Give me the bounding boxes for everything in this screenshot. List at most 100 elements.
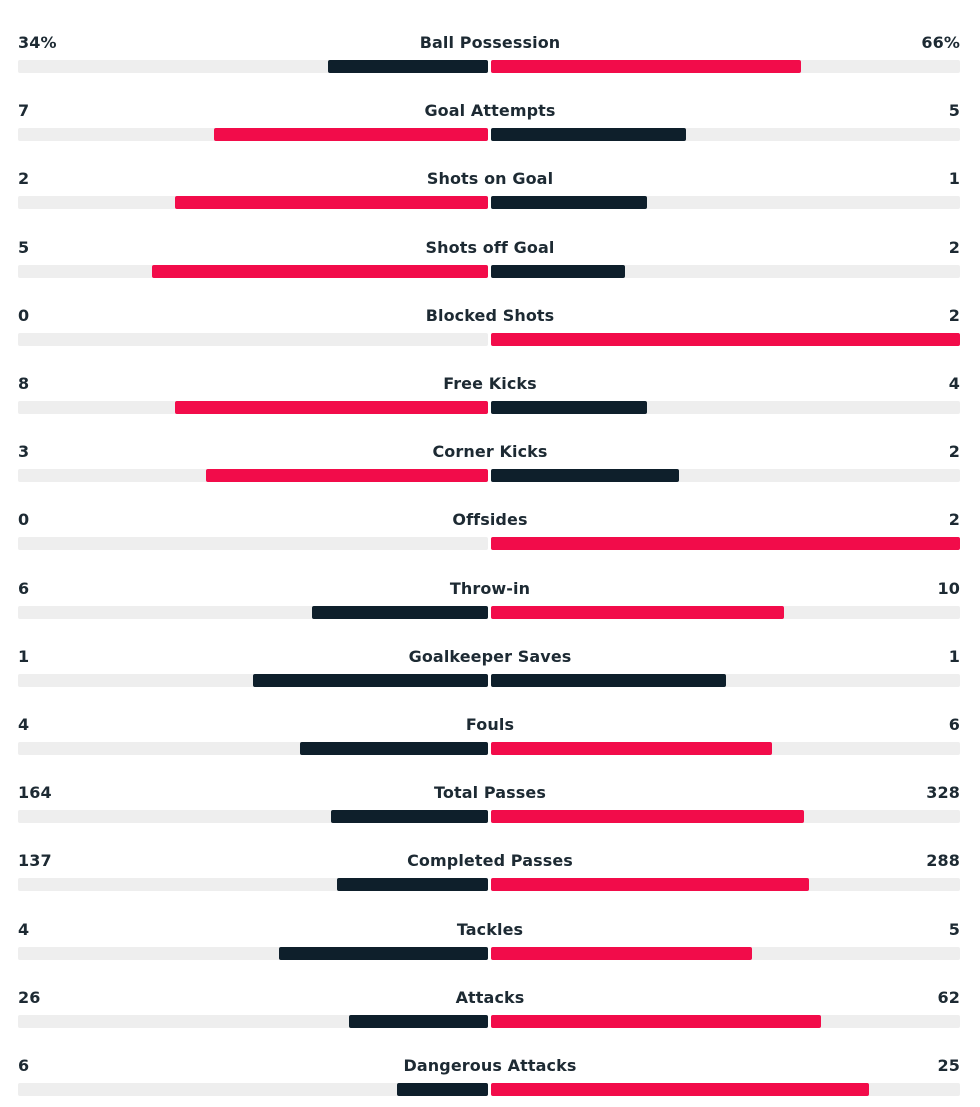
home-value: 3 <box>18 442 30 462</box>
stat-row: 8 Free Kicks 4 <box>0 349 980 417</box>
stat-row: 3 Corner Kicks 2 <box>0 417 980 485</box>
away-bar <box>491 605 785 619</box>
home-bar <box>328 60 488 73</box>
home-track <box>18 128 488 142</box>
stat-row: 34% Ball Possession 66% <box>0 8 980 76</box>
home-bar <box>152 264 488 278</box>
away-value: 4 <box>948 374 960 393</box>
stat-label: Goalkeeper Saves <box>408 646 572 666</box>
away-value: 5 <box>948 919 960 939</box>
home-value: 5 <box>18 237 30 257</box>
home-bar <box>206 469 488 483</box>
away-value: 2 <box>948 510 960 530</box>
away-value: 6 <box>948 715 960 734</box>
away-value: 66% <box>921 33 960 52</box>
away-value: 328 <box>926 783 960 803</box>
stat-row: 4 Fouls 6 <box>0 690 980 758</box>
away-value: 2 <box>948 237 960 257</box>
home-track <box>18 673 488 687</box>
home-track <box>18 605 488 619</box>
home-track <box>18 332 488 346</box>
away-bar <box>491 332 960 346</box>
stat-row: 0 Blocked Shots 2 <box>0 281 980 349</box>
away-value: 2 <box>948 305 960 325</box>
away-value: 10 <box>937 578 960 598</box>
stat-label: Shots on Goal <box>426 169 554 189</box>
home-bar <box>253 673 488 687</box>
home-value: 8 <box>18 374 30 393</box>
stat-label: Offsides <box>452 510 528 530</box>
home-bar <box>349 1014 488 1028</box>
stat-label: Throw-in <box>449 578 531 598</box>
away-track <box>491 673 960 687</box>
home-bar <box>331 810 488 824</box>
stat-label: Corner Kicks <box>432 442 548 462</box>
stat-label: Completed Passes <box>407 851 573 871</box>
away-track <box>491 60 960 73</box>
away-bar <box>491 742 773 755</box>
home-track <box>18 878 488 892</box>
home-bar <box>279 946 488 960</box>
home-value: 1 <box>18 646 30 666</box>
home-value: 6 <box>18 578 30 598</box>
home-bar <box>213 128 488 142</box>
away-bar <box>491 1083 870 1096</box>
away-track <box>491 742 960 755</box>
home-bar <box>336 878 488 892</box>
away-bar <box>491 196 648 210</box>
home-value: 164 <box>18 783 52 803</box>
away-bar <box>491 878 809 892</box>
stat-label: Attacks <box>455 987 525 1007</box>
home-value: 0 <box>18 305 30 325</box>
away-bar <box>491 469 679 483</box>
away-bar <box>491 128 687 142</box>
away-value: 5 <box>948 101 960 121</box>
home-track <box>18 401 488 414</box>
away-bar <box>491 946 752 960</box>
stat-row: 137 Completed Passes 288 <box>0 826 980 894</box>
away-value: 62 <box>937 987 960 1007</box>
away-track <box>491 537 960 551</box>
away-track <box>491 196 960 210</box>
stat-row: 4 Tackles 5 <box>0 895 980 963</box>
away-track <box>491 332 960 346</box>
stat-label: Free Kicks <box>443 374 537 393</box>
away-bar <box>491 264 625 278</box>
stat-label: Tackles <box>456 919 524 939</box>
away-bar <box>491 401 648 414</box>
stat-label: Shots off Goal <box>425 237 555 257</box>
stat-row: 6 Throw-in 10 <box>0 554 980 622</box>
home-value: 2 <box>18 169 30 189</box>
stat-label: Total Passes <box>434 783 546 803</box>
home-track <box>18 1014 488 1028</box>
home-bar <box>311 605 488 619</box>
stat-label: Blocked Shots <box>425 305 555 325</box>
home-track <box>18 60 488 73</box>
away-bar <box>491 673 726 687</box>
away-value: 1 <box>948 646 960 666</box>
home-bar <box>397 1083 488 1096</box>
home-track <box>18 264 488 278</box>
away-track <box>491 1014 960 1028</box>
stat-label: Fouls <box>465 715 515 734</box>
away-bar <box>491 810 804 824</box>
home-value: 6 <box>18 1056 30 1075</box>
home-bar <box>174 401 488 414</box>
home-track <box>18 810 488 824</box>
away-value: 1 <box>948 169 960 189</box>
away-track <box>491 401 960 414</box>
home-bar <box>300 742 488 755</box>
home-track <box>18 537 488 551</box>
away-bar <box>491 60 801 73</box>
home-bar <box>174 196 488 210</box>
home-value: 137 <box>18 851 52 871</box>
away-track <box>491 264 960 278</box>
home-value: 0 <box>18 510 30 530</box>
home-value: 4 <box>18 919 30 939</box>
stat-row: 164 Total Passes 328 <box>0 758 980 826</box>
home-value: 34% <box>18 33 57 52</box>
stat-label: Goal Attempts <box>424 101 556 121</box>
home-value: 7 <box>18 101 30 121</box>
away-track <box>491 128 960 142</box>
home-value: 26 <box>18 987 41 1007</box>
